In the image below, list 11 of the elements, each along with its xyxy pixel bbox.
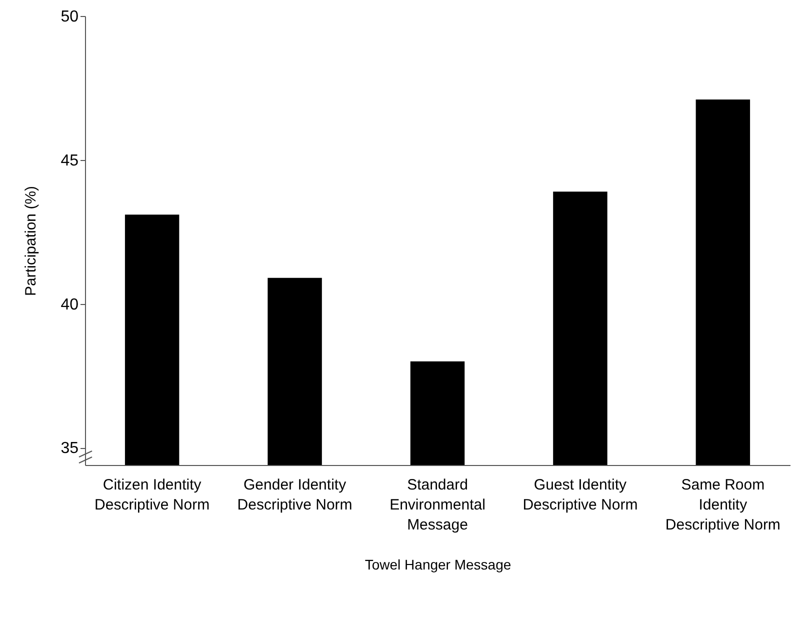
y-tick-label: 40: [60, 296, 79, 314]
y-tick-label: 50: [60, 8, 79, 26]
x-tick-label: Standard Environmental Message: [390, 476, 486, 534]
x-tick-label: Citizen Identity Descriptive Norm: [94, 476, 210, 514]
x-tick-label: Gender Identity Descriptive Norm: [237, 476, 352, 514]
y-tick-label: 45: [60, 152, 79, 170]
x-tick-label: Guest Identity Descriptive Norm: [522, 476, 638, 514]
y-axis-title: Participation (%): [22, 186, 40, 296]
x-tick-label: Same Room Identity Descriptive Norm: [665, 476, 780, 534]
x-axis-title: Towel Hanger Message: [364, 556, 512, 572]
y-tick-label: 35: [60, 440, 79, 458]
